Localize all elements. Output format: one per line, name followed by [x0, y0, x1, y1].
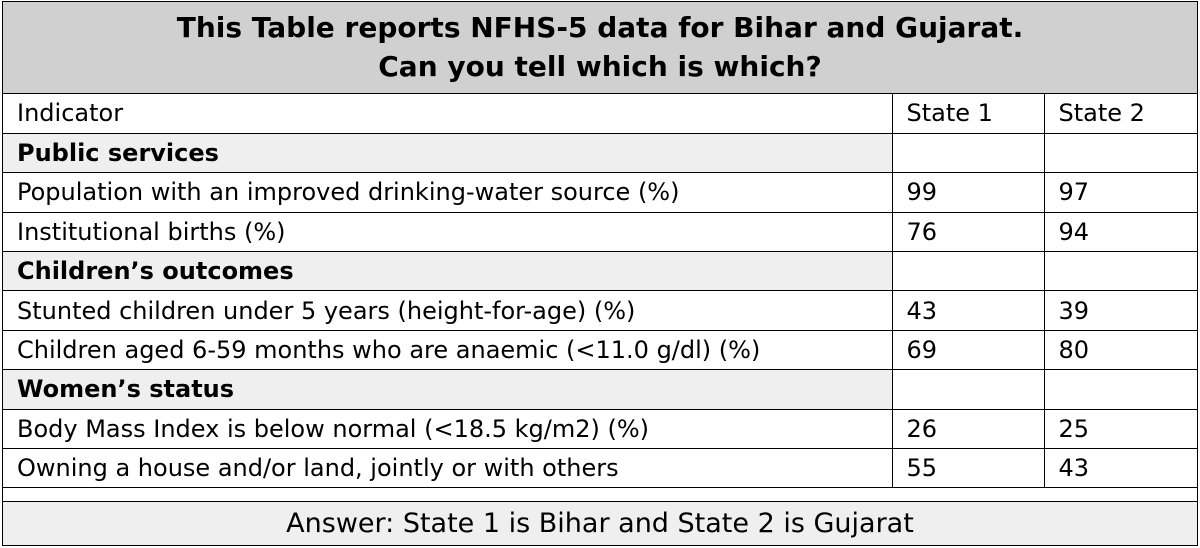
- header-state-2: State 2: [1043, 94, 1197, 134]
- section-label: Women’s status: [3, 369, 893, 410]
- empty-cell: [1043, 369, 1197, 410]
- state-2-cell: 80: [1043, 329, 1197, 371]
- table-row: Children aged 6-59 months who are anaemi…: [3, 329, 1197, 371]
- table-row: Population with an improved drinking-wat…: [3, 172, 1197, 213]
- empty-cell: [891, 369, 1045, 410]
- indicator-cell: Population with an improved drinking-wat…: [3, 172, 893, 213]
- title-line-2: Can you tell which is which?: [378, 50, 822, 83]
- table-row: Stunted children under 5 years (height-f…: [3, 290, 1197, 331]
- state-1-cell: 69: [891, 329, 1045, 371]
- empty-cell: [1043, 132, 1197, 174]
- answer-footer: Answer: State 1 is Bihar and State 2 is …: [3, 501, 1197, 545]
- header-indicator: Indicator: [3, 94, 893, 134]
- state-1-cell: 26: [891, 408, 1045, 450]
- state-1-cell: 43: [891, 290, 1045, 331]
- indicator-cell: Institutional births (%): [3, 211, 893, 253]
- title-line-1: This Table reports NFHS-5 data for Bihar…: [176, 11, 1024, 44]
- data-table: Indicator State 1 State 2 Public service…: [3, 94, 1197, 489]
- state-2-cell: 97: [1043, 172, 1197, 213]
- section-row-childrens-outcomes: Children’s outcomes: [3, 251, 1197, 292]
- indicator-cell: Body Mass Index is below normal (<18.5 k…: [3, 408, 893, 450]
- state-1-cell: 55: [891, 448, 1045, 489]
- empty-cell: [1043, 251, 1197, 292]
- header-row: Indicator State 1 State 2: [3, 94, 1197, 134]
- table-row: Institutional births (%) 76 94: [3, 211, 1197, 253]
- indicator-cell: Owning a house and/or land, jointly or w…: [3, 448, 893, 489]
- header-state-1: State 1: [891, 94, 1045, 134]
- section-label: Children’s outcomes: [3, 251, 893, 292]
- state-2-cell: 43: [1043, 448, 1197, 489]
- state-2-cell: 39: [1043, 290, 1197, 331]
- state-2-cell: 94: [1043, 211, 1197, 253]
- state-2-cell: 25: [1043, 408, 1197, 450]
- state-1-cell: 76: [891, 211, 1045, 253]
- table-title: This Table reports NFHS-5 data for Bihar…: [3, 2, 1197, 94]
- empty-cell: [891, 251, 1045, 292]
- table-row: Owning a house and/or land, jointly or w…: [3, 448, 1197, 489]
- state-1-cell: 99: [891, 172, 1045, 213]
- indicator-cell: Stunted children under 5 years (height-f…: [3, 290, 893, 331]
- empty-cell: [891, 132, 1045, 174]
- indicator-cell: Children aged 6-59 months who are anaemi…: [3, 329, 893, 371]
- section-label: Public services: [3, 132, 893, 174]
- section-row-public-services: Public services: [3, 132, 1197, 174]
- table-row: Body Mass Index is below normal (<18.5 k…: [3, 408, 1197, 450]
- section-row-womens-status: Women’s status: [3, 369, 1197, 410]
